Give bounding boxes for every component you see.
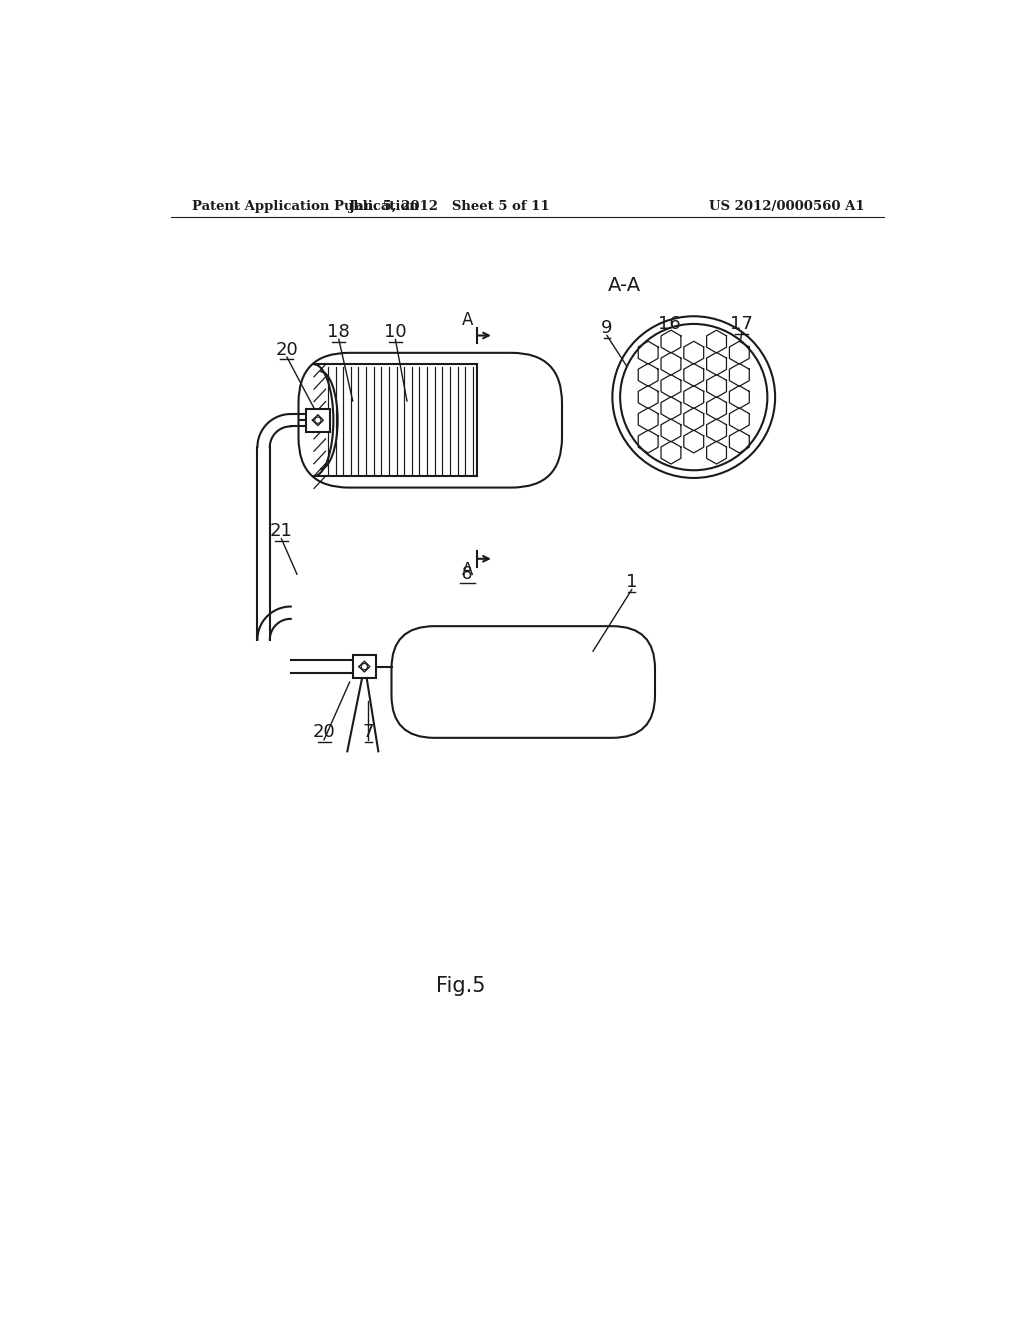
Text: A: A	[462, 312, 473, 329]
Text: A: A	[462, 561, 473, 578]
Text: 17: 17	[730, 315, 754, 333]
Circle shape	[314, 417, 321, 424]
FancyBboxPatch shape	[352, 655, 376, 678]
Circle shape	[621, 323, 767, 470]
Text: 18: 18	[328, 323, 350, 341]
Text: 1: 1	[626, 573, 637, 591]
Text: 8: 8	[462, 565, 473, 583]
FancyBboxPatch shape	[391, 626, 655, 738]
Circle shape	[612, 317, 775, 478]
FancyBboxPatch shape	[306, 409, 330, 432]
Text: 10: 10	[384, 323, 407, 341]
Text: 16: 16	[657, 315, 680, 333]
Text: US 2012/0000560 A1: US 2012/0000560 A1	[709, 199, 864, 213]
FancyBboxPatch shape	[299, 352, 562, 487]
Text: 21: 21	[270, 523, 293, 540]
Text: 20: 20	[275, 341, 298, 359]
Text: 20: 20	[312, 723, 336, 742]
Circle shape	[361, 664, 368, 669]
Text: Jan. 5, 2012   Sheet 5 of 11: Jan. 5, 2012 Sheet 5 of 11	[349, 199, 550, 213]
Text: Patent Application Publication: Patent Application Publication	[191, 199, 418, 213]
Text: Fig.5: Fig.5	[436, 977, 486, 997]
Text: 7: 7	[362, 723, 374, 742]
Text: 9: 9	[601, 319, 612, 337]
Text: A-A: A-A	[607, 276, 641, 294]
